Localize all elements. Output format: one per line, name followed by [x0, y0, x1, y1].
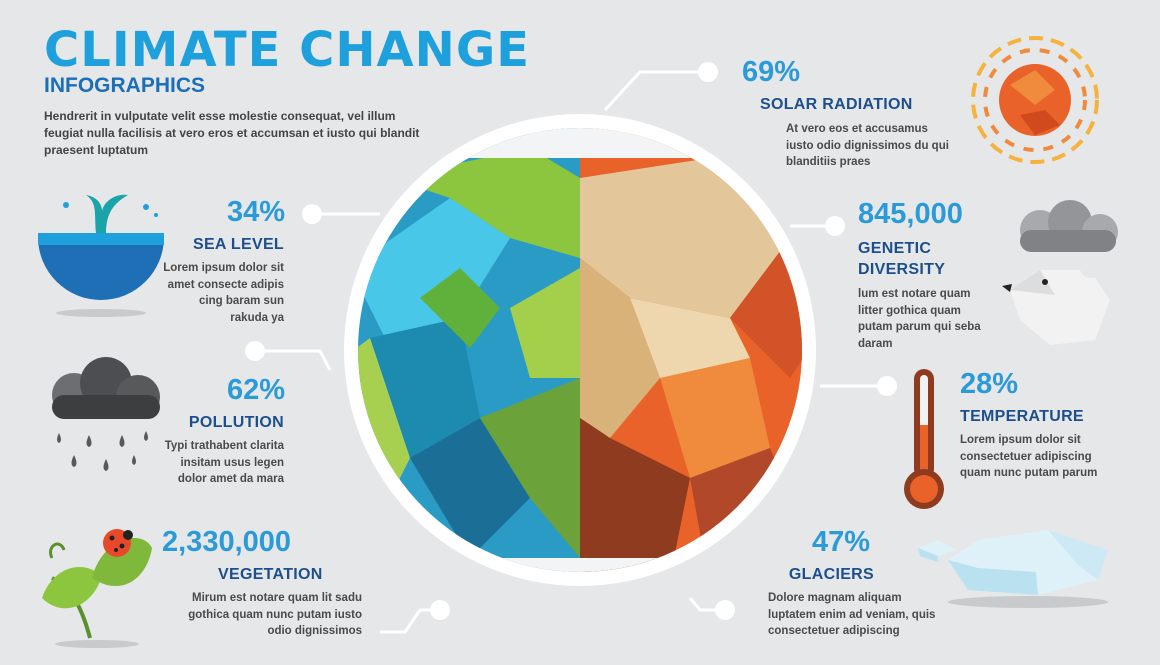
connector-dot	[877, 376, 897, 396]
temperature-desc: Lorem ipsum dolor sit consectetuer adipi…	[960, 434, 1098, 479]
ice-floe-icon	[918, 530, 1108, 608]
connector-dot	[245, 341, 265, 361]
pollution-value: 62%	[226, 374, 285, 406]
page-title: CLIMATE CHANGE	[44, 22, 531, 78]
connector-dot	[302, 204, 322, 224]
connector-dot	[698, 62, 718, 82]
vegetation-desc: Mirum est notare quam lit sadu gothica q…	[188, 592, 362, 637]
intro-text: Hendrerit in vulputate velit esse molest…	[44, 109, 420, 157]
sea-level-value: 34%	[226, 196, 285, 228]
genetic-diversity-label-line2: DIVERSITY	[858, 261, 946, 278]
sun-icon	[971, 36, 1099, 164]
glaciers-label: GLACIERS	[788, 566, 874, 583]
genetic-diversity-desc: lum est notare quam litter gothica quam …	[858, 288, 981, 350]
connector-dot	[825, 216, 845, 236]
polar-bear-icon	[1002, 200, 1118, 345]
page-subtitle: INFOGRAPHICS	[44, 74, 206, 97]
vegetation-label: VEGETATION	[218, 566, 323, 583]
whale-tail-ocean-icon	[38, 194, 164, 317]
leaf-ladybug-icon	[42, 529, 152, 648]
temperature-value: 28%	[960, 368, 1019, 400]
vegetation-value: 2,330,000	[162, 526, 292, 558]
solar-radiation-label: SOLAR RADIATION	[760, 96, 913, 113]
sea-level-desc: Lorem ipsum dolor sit amet consecte adip…	[163, 262, 284, 324]
thermometer-icon	[904, 369, 944, 509]
glaciers-value: 47%	[811, 526, 870, 558]
earth-globe-illustration	[344, 114, 816, 586]
solar-radiation-value: 69%	[742, 56, 801, 88]
temperature-label: TEMPERATURE	[960, 408, 1084, 425]
connector-dot	[430, 600, 450, 620]
pollution-label: POLLUTION	[188, 414, 284, 431]
connector-dot	[715, 600, 735, 620]
sea-level-label: SEA LEVEL	[192, 236, 284, 253]
pollution-desc: Typi trathabent clarita insitam usus leg…	[164, 440, 284, 485]
genetic-diversity-value: 845,000	[858, 198, 963, 230]
genetic-diversity-label-line1: GENETIC	[858, 240, 932, 257]
rain-cloud-icon	[52, 357, 160, 471]
solar-radiation-desc: At vero eos et accusamus iusto odio dign…	[786, 123, 949, 168]
glaciers-desc: Dolore magnam aliquam luptatem enim ad v…	[768, 592, 936, 637]
